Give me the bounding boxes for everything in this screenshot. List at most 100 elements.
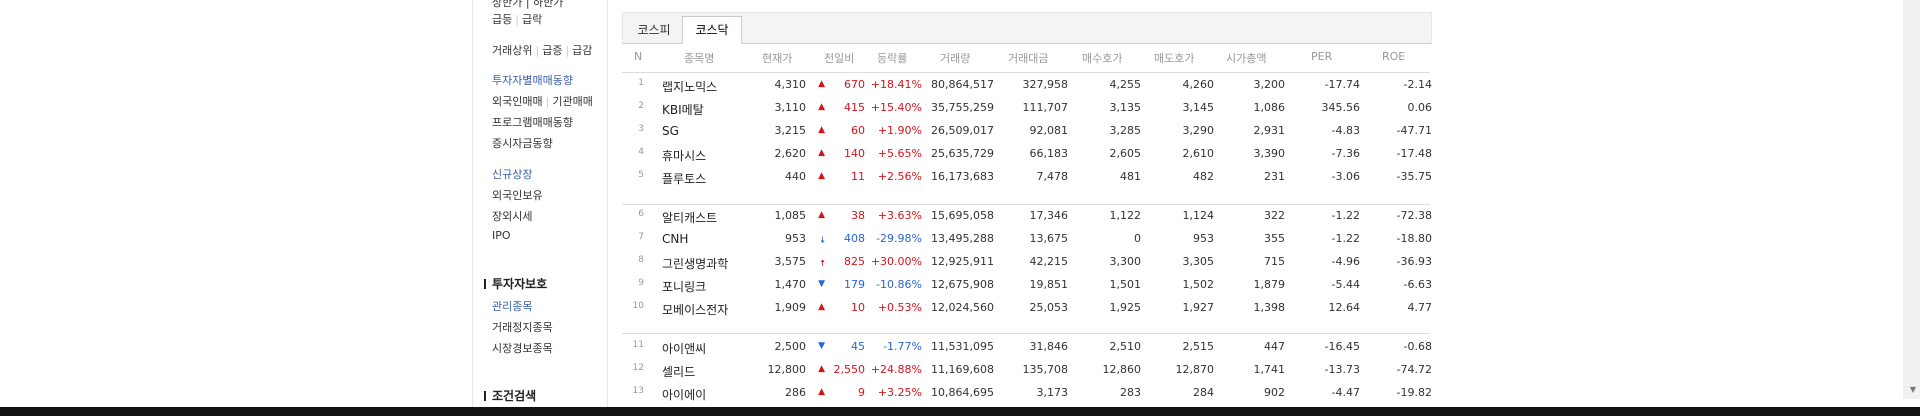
ask-price: 2,515 bbox=[1182, 340, 1215, 353]
roe: -47.71 bbox=[1396, 124, 1432, 137]
trade-amount: 3,173 bbox=[1036, 386, 1069, 399]
row-number: 13 bbox=[632, 386, 644, 396]
stock-name[interactable]: 모베이스전자 bbox=[662, 303, 729, 317]
market-cap: 231 bbox=[1264, 170, 1285, 183]
volume-decrease-link[interactable]: 급감 bbox=[572, 44, 593, 57]
current-price: 3,215 bbox=[774, 124, 807, 137]
stock-name[interactable]: 셀리드 bbox=[662, 365, 696, 379]
market-warning-link[interactable]: 시장경보종목 bbox=[492, 342, 553, 355]
volume-increase-link[interactable]: 급증 bbox=[542, 44, 563, 57]
ask-price: 3,305 bbox=[1182, 255, 1215, 268]
trade-amount: 17,346 bbox=[1029, 209, 1069, 222]
col-cap: 시가총액 bbox=[1226, 52, 1267, 65]
volume: 80,864,517 bbox=[931, 78, 994, 91]
col-n: N bbox=[634, 50, 643, 63]
per: -16.45 bbox=[1324, 340, 1360, 353]
up-arrow-icon: ▲ bbox=[818, 302, 825, 312]
bid-price: 3,285 bbox=[1109, 124, 1142, 137]
roe: -18.80 bbox=[1396, 232, 1432, 245]
fund-trend-link[interactable]: 증시자금동향 bbox=[492, 137, 553, 150]
managed-stocks-link[interactable]: 관리종목 bbox=[492, 300, 533, 313]
volume: 10,864,695 bbox=[931, 386, 994, 399]
surge-link[interactable]: 급등 bbox=[492, 13, 513, 26]
bid-price: 283 bbox=[1120, 386, 1141, 399]
upper-lower-limit-link[interactable]: 상한가 | 하한가 bbox=[492, 0, 564, 9]
roe: -6.63 bbox=[1403, 278, 1432, 291]
left-nav: 상한가 | 하한가 급등 | 급락 거래상위 | 급증 | 급감 투자자별매매동향 외국인매… bbox=[472, 0, 608, 416]
stock-name[interactable]: 포니링크 bbox=[662, 280, 707, 294]
foreign-trade-link[interactable]: 외국인매매 bbox=[492, 95, 543, 108]
table-row: 3 SG 3,215 ▲ 60 +1.90% 26,509,017 92,081 3,285 3,… bbox=[622, 124, 1432, 146]
investor-trend-link[interactable]: 투자자별매매동향 bbox=[492, 74, 573, 87]
market-cap: 1,086 bbox=[1253, 101, 1286, 114]
new-listing-link[interactable]: 신규상장 bbox=[492, 168, 533, 181]
program-trade-link[interactable]: 프로그램매매동향 bbox=[492, 116, 573, 129]
bid-price: 481 bbox=[1120, 170, 1141, 183]
volume-top-link[interactable]: 거래상위 bbox=[492, 44, 533, 57]
condition-search-heading: 조건검색 bbox=[484, 387, 536, 404]
halted-stocks-link[interactable]: 거래정지종목 bbox=[492, 321, 553, 334]
ipo-link[interactable]: IPO bbox=[492, 229, 511, 242]
col-amount: 거래대금 bbox=[1008, 52, 1049, 65]
current-price: 2,620 bbox=[774, 147, 807, 160]
investor-protection-label: 투자자보호 bbox=[492, 277, 548, 291]
stock-name[interactable]: 휴마시스 bbox=[662, 149, 707, 163]
change-value: 408 bbox=[844, 232, 865, 245]
per: -7.36 bbox=[1331, 147, 1360, 160]
group-divider bbox=[622, 204, 1430, 205]
stock-name[interactable]: SG bbox=[662, 124, 679, 138]
col-volume: 거래량 bbox=[940, 52, 971, 65]
stock-name[interactable]: 알티캐스트 bbox=[662, 211, 718, 225]
current-price: 953 bbox=[785, 232, 806, 245]
scroll-down-icon[interactable]: ▼ bbox=[1909, 385, 1916, 394]
stock-name[interactable]: 아이에이 bbox=[662, 388, 707, 402]
trade-links: 외국인매매 | 기관매매 bbox=[492, 95, 593, 108]
up-arrow-icon: ▲ bbox=[818, 364, 825, 374]
trade-amount: 7,478 bbox=[1036, 170, 1069, 183]
ask-price: 4,260 bbox=[1182, 78, 1215, 91]
market-tabs bbox=[622, 12, 1432, 44]
stock-name[interactable]: CNH bbox=[662, 232, 689, 246]
change-value: 140 bbox=[844, 147, 865, 160]
stock-name[interactable]: KBI메탈 bbox=[662, 103, 704, 117]
ask-price: 482 bbox=[1193, 170, 1214, 183]
foreign-holding-link[interactable]: 외국인보유 bbox=[492, 189, 543, 202]
row-number: 1 bbox=[638, 78, 644, 88]
col-roe: ROE bbox=[1382, 50, 1406, 63]
volume-links: 거래상위 | 급증 | 급감 bbox=[492, 44, 593, 57]
up-arrow-icon: ▲ bbox=[818, 148, 825, 158]
bid-price: 1,122 bbox=[1109, 209, 1142, 222]
volume: 15,695,058 bbox=[931, 209, 994, 222]
bid-price: 0 bbox=[1134, 232, 1141, 245]
trade-amount: 135,708 bbox=[1022, 363, 1069, 376]
table-row: 1 랩지노믹스 4,310 ▲ 670 +18.41% 80,864,517 327,958 4… bbox=[622, 78, 1432, 100]
row-number: 8 bbox=[638, 255, 644, 265]
stock-name[interactable]: 그린생명과학 bbox=[662, 257, 729, 271]
tab-kospi[interactable]: 코스피 bbox=[637, 23, 671, 37]
roe: -36.93 bbox=[1396, 255, 1432, 268]
per: -13.73 bbox=[1324, 363, 1360, 376]
ask-price: 12,870 bbox=[1175, 363, 1215, 376]
stock-name[interactable]: 아이앤씨 bbox=[662, 342, 707, 356]
ask-price: 3,145 bbox=[1182, 101, 1215, 114]
otc-link[interactable]: 장외시세 bbox=[492, 210, 533, 223]
bid-price: 3,300 bbox=[1109, 255, 1142, 268]
heading-bar bbox=[484, 279, 486, 289]
roe: -35.75 bbox=[1396, 170, 1432, 183]
trade-amount: 31,846 bbox=[1029, 340, 1069, 353]
down-arrow-icon: 🠇 bbox=[820, 236, 825, 246]
change-rate: +5.65% bbox=[877, 147, 922, 160]
col-ask: 매도호가 bbox=[1154, 52, 1195, 65]
vertical-scrollbar[interactable] bbox=[1903, 0, 1920, 399]
change-rate: +30.00% bbox=[870, 255, 922, 268]
institution-trade-link[interactable]: 기관매매 bbox=[552, 95, 593, 108]
roe: -0.68 bbox=[1403, 340, 1432, 353]
stock-name[interactable]: 랩지노믹스 bbox=[662, 80, 718, 94]
current-price: 12,800 bbox=[767, 363, 807, 376]
stock-name[interactable]: 플루토스 bbox=[662, 172, 707, 186]
fall-link[interactable]: 급락 bbox=[521, 13, 543, 26]
tab-kosdaq[interactable]: 코스닥 bbox=[682, 16, 742, 44]
volume: 25,635,729 bbox=[931, 147, 994, 160]
per: 345.56 bbox=[1321, 101, 1361, 114]
roe: -74.72 bbox=[1396, 363, 1432, 376]
